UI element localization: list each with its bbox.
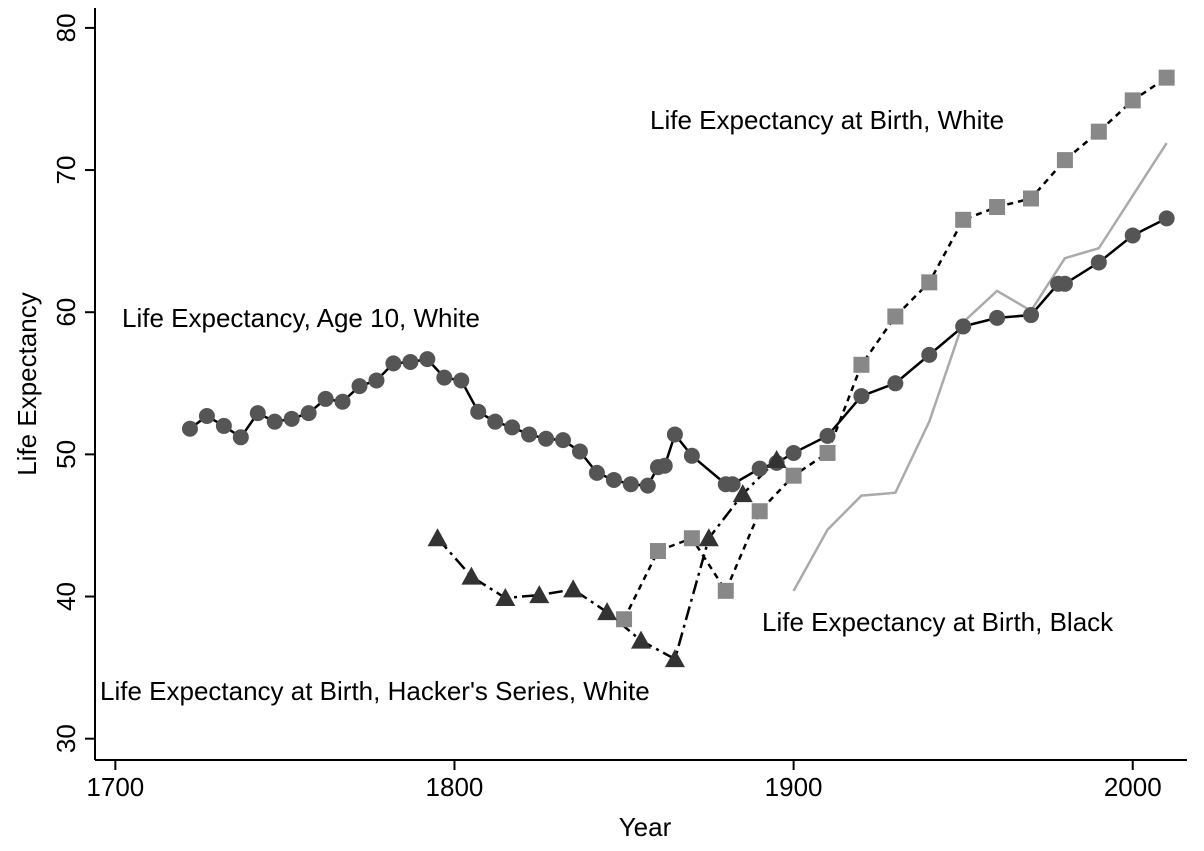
marker (529, 585, 550, 604)
marker (470, 403, 487, 420)
marker (461, 566, 482, 585)
x-tick-label: 1700 (86, 772, 144, 802)
marker (605, 471, 622, 488)
y-axis-title: Life Expectancy (12, 292, 42, 476)
series-label: Life Expectancy, Age 10, White (122, 303, 480, 333)
series-label: Life Expectancy at Birth, Black (762, 607, 1114, 637)
marker (989, 309, 1006, 326)
marker (181, 420, 198, 437)
marker (887, 375, 904, 392)
marker (1090, 123, 1107, 140)
series-label: Life Expectancy at Birth, Hacker's Serie… (100, 676, 650, 706)
marker (853, 356, 870, 373)
marker (819, 427, 836, 444)
marker (683, 530, 700, 547)
y-tick-label: 40 (51, 582, 81, 611)
marker (597, 602, 618, 621)
marker (853, 388, 870, 405)
marker (785, 467, 802, 484)
marker (453, 372, 470, 389)
y-tick-label: 70 (51, 156, 81, 185)
marker (989, 199, 1006, 216)
marker (555, 432, 571, 449)
marker (664, 649, 685, 668)
series-label: Life Expectancy at Birth, White (650, 105, 1004, 135)
marker (232, 429, 249, 446)
marker (249, 405, 266, 422)
y-tick-label: 50 (51, 440, 81, 469)
marker (921, 274, 938, 291)
marker (887, 308, 904, 325)
marker (1056, 152, 1073, 169)
marker (622, 476, 639, 493)
series-line (622, 76, 1168, 620)
marker (1056, 275, 1073, 292)
x-tick-label: 1800 (426, 772, 484, 802)
marker (717, 582, 734, 599)
marker (732, 484, 753, 503)
marker (402, 353, 419, 370)
marker (385, 355, 402, 372)
y-tick-label: 60 (51, 298, 81, 327)
marker (1158, 69, 1175, 86)
marker (368, 372, 385, 389)
marker (351, 378, 368, 395)
marker (419, 351, 436, 368)
y-tick-label: 80 (51, 13, 81, 42)
marker (427, 528, 448, 547)
marker (819, 444, 836, 461)
marker (751, 503, 768, 520)
marker (656, 457, 673, 474)
marker (521, 426, 538, 443)
series-line (189, 217, 1168, 487)
marker (751, 460, 768, 477)
marker (649, 543, 666, 560)
marker (698, 528, 719, 547)
marker (266, 413, 283, 430)
marker (766, 450, 787, 469)
series-line (792, 142, 1168, 592)
y-tick-label: 30 (51, 724, 81, 753)
marker (198, 407, 215, 424)
marker (563, 579, 584, 598)
marker (666, 426, 683, 443)
marker (504, 419, 521, 436)
marker (334, 393, 351, 410)
marker (955, 211, 972, 228)
marker (215, 417, 232, 434)
marker (683, 447, 700, 464)
marker (631, 630, 651, 649)
marker (921, 346, 938, 363)
marker (1158, 210, 1175, 227)
marker (1023, 190, 1039, 207)
marker (1023, 307, 1039, 324)
marker (1124, 92, 1141, 109)
marker (436, 369, 453, 386)
marker (785, 444, 802, 461)
marker (1124, 227, 1141, 244)
marker (571, 443, 588, 460)
x-tick-label: 2000 (1104, 772, 1162, 802)
x-tick-label: 1900 (765, 772, 823, 802)
marker (588, 464, 605, 481)
marker (639, 477, 656, 494)
marker (300, 405, 317, 422)
marker (955, 318, 972, 335)
marker (317, 390, 334, 407)
marker (616, 611, 633, 628)
marker (495, 587, 516, 606)
marker (487, 413, 504, 430)
marker (283, 410, 300, 427)
marker (1090, 254, 1107, 271)
marker (724, 476, 741, 493)
marker (538, 430, 555, 447)
x-axis-title: Year (619, 812, 672, 842)
